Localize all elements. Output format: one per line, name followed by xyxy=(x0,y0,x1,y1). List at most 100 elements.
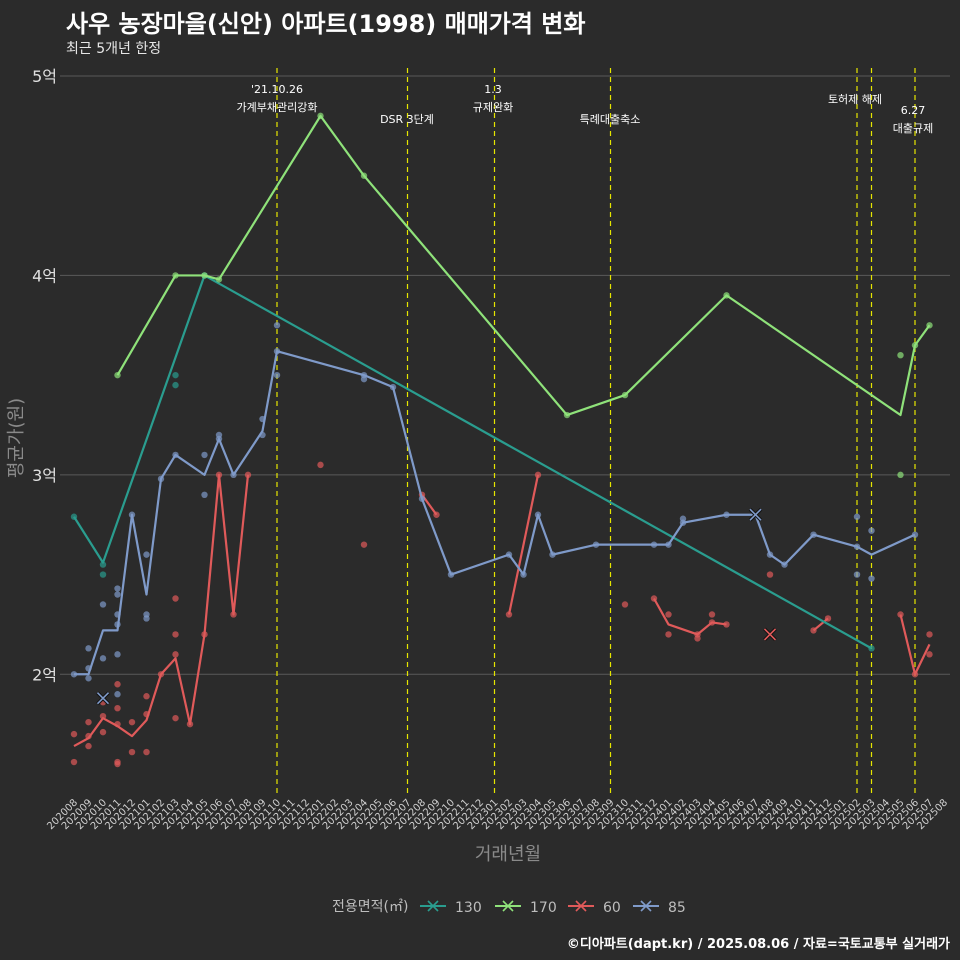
data-point xyxy=(143,748,150,756)
event-label: 규제완화 xyxy=(473,101,513,114)
chart-subtitle: 최근 5개년 한정 xyxy=(66,41,162,57)
legend-item-85: 85 xyxy=(633,900,686,916)
y-axis-title: 평균가(원) xyxy=(6,398,27,478)
series-line xyxy=(507,474,540,615)
data-point xyxy=(85,742,92,750)
y-axis-ticks: 2억 3억 4억 5억 xyxy=(32,67,57,684)
data-point xyxy=(143,615,150,622)
data-point xyxy=(926,631,933,638)
data-point xyxy=(99,601,107,608)
data-point xyxy=(114,591,121,598)
legend-item-130: 130 xyxy=(420,900,482,916)
legend: 전용면적(㎡) 130 170 60 85 xyxy=(332,899,686,916)
data-point xyxy=(244,471,252,479)
data-point xyxy=(128,748,136,756)
data-point xyxy=(143,551,150,558)
data-point xyxy=(99,655,107,662)
data-point xyxy=(360,541,368,548)
series-layer xyxy=(70,112,933,768)
series-60 xyxy=(70,461,933,768)
data-point xyxy=(70,730,78,738)
cross-marker xyxy=(749,508,762,521)
data-point xyxy=(926,651,933,658)
series-line xyxy=(73,473,250,748)
data-point xyxy=(708,611,716,618)
legend-swatch-cross xyxy=(575,900,587,912)
event-label: 1.3 xyxy=(484,83,502,96)
data-point xyxy=(114,681,121,688)
data-point xyxy=(868,575,875,582)
data-point xyxy=(99,728,107,736)
event-label: 대출규제 xyxy=(893,122,933,135)
data-point xyxy=(128,718,136,726)
data-point xyxy=(172,371,179,379)
x-axis-title: 거래년월 xyxy=(475,844,541,865)
y-tick-label: 3억 xyxy=(32,466,57,485)
legend-title: 전용면적(㎡) xyxy=(332,899,408,915)
data-point xyxy=(114,585,121,592)
series-85 xyxy=(70,322,919,705)
x-axis-ticks: 2020082020092020102020112020122021012021… xyxy=(45,797,950,832)
series-line xyxy=(812,617,829,632)
data-point xyxy=(273,322,281,329)
data-point xyxy=(70,758,78,766)
data-point xyxy=(99,571,107,578)
legend-label: 85 xyxy=(668,900,686,916)
event-label: DSR 3단계 xyxy=(380,113,434,126)
series-line xyxy=(116,114,931,417)
data-point xyxy=(665,631,672,638)
series-170 xyxy=(114,112,933,479)
legend-swatch-cross xyxy=(502,900,514,912)
series-130 xyxy=(70,272,875,652)
legend-label: 130 xyxy=(455,900,482,916)
data-point xyxy=(114,704,121,712)
legend-label: 60 xyxy=(603,900,621,916)
series-line xyxy=(74,350,916,676)
y-tick-label: 4억 xyxy=(32,266,57,285)
data-point xyxy=(897,471,904,479)
legend-swatch-cross xyxy=(427,900,439,912)
data-point xyxy=(201,491,208,498)
event-label: '21.10.26 xyxy=(251,83,303,96)
data-point xyxy=(85,675,92,682)
cross-marker xyxy=(96,692,110,705)
data-point xyxy=(534,471,542,479)
legend-item-170: 170 xyxy=(495,900,557,916)
source-caption: ©디아파트(dapt.kr) / 2025.08.06 / 자료=국토교통부 실… xyxy=(566,937,950,952)
series-line xyxy=(73,274,873,650)
data-point xyxy=(114,691,121,698)
event-label: 토허제 해제 xyxy=(828,92,882,106)
event-label: 가계부채관리강화 xyxy=(237,101,318,114)
data-point xyxy=(868,527,875,534)
data-point xyxy=(114,760,121,768)
data-point xyxy=(99,561,107,568)
data-point xyxy=(694,635,701,642)
data-point xyxy=(172,631,179,638)
data-point xyxy=(172,381,179,389)
data-point xyxy=(665,611,672,618)
legend-label: 170 xyxy=(530,900,557,916)
series-line xyxy=(653,597,727,636)
y-tick-label: 2억 xyxy=(32,665,57,684)
legend-item-60: 60 xyxy=(568,900,621,916)
data-point xyxy=(85,645,92,652)
data-point xyxy=(143,693,150,700)
data-point xyxy=(766,571,774,578)
data-point xyxy=(853,513,861,520)
event-label: 6.27 xyxy=(901,104,926,117)
chart-title: 사우 농장마을(신안) 아파트(1998) 매매가격 변화 xyxy=(66,10,586,38)
series-line xyxy=(899,614,931,676)
data-point xyxy=(621,601,629,608)
data-point xyxy=(201,451,208,459)
data-point xyxy=(99,712,107,720)
data-point xyxy=(172,595,179,602)
data-point xyxy=(897,352,904,359)
data-point xyxy=(360,375,368,383)
gridlines xyxy=(60,75,950,675)
y-tick-label: 5억 xyxy=(32,67,57,86)
data-point xyxy=(853,571,861,578)
cross-marker xyxy=(763,628,777,641)
data-point xyxy=(273,371,281,379)
